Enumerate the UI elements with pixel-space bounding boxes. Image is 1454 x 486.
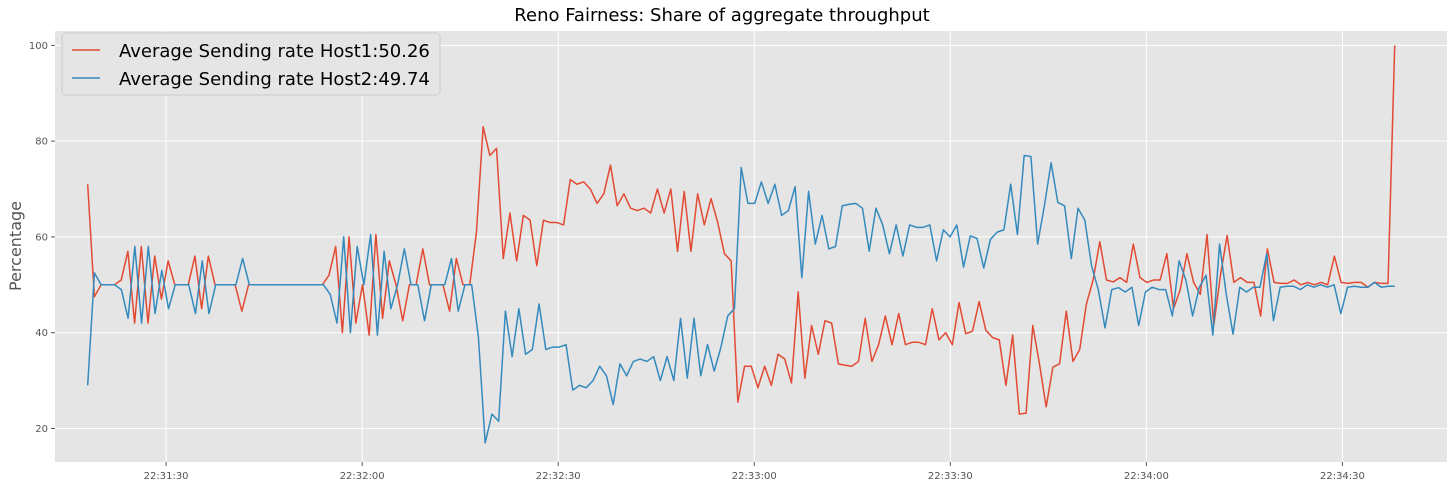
plot-area [55, 31, 1447, 462]
series-lines [86, 45, 1396, 444]
y-axis-label: Percentage [6, 201, 25, 291]
x-tick-label: 22:31:30 [144, 471, 189, 482]
y-tick-label: 80 [35, 137, 48, 148]
legend-box [61, 32, 441, 96]
y-tick-label: 40 [35, 328, 48, 339]
x-tick-label: 22:33:00 [732, 471, 777, 482]
x-tick-label: 22:33:30 [928, 471, 973, 482]
y-axis-ticks: 20 40 60 80 100 [29, 41, 55, 435]
x-tick-label: 22:34:00 [1124, 471, 1169, 482]
y-tick-label: 20 [35, 424, 48, 435]
y-tick-label: 60 [35, 232, 48, 243]
x-axis-ticks: 22:31:30 22:32:00 22:32:30 22:33:00 22:33:30… [144, 462, 1365, 482]
legend: Average Sending rate Host1:50.26 Average… [61, 32, 441, 96]
y-tick-label: 100 [29, 41, 48, 52]
legend-label-host2: Average Sending rate Host2:49.74 [119, 69, 430, 90]
grid [55, 31, 1447, 462]
chart-title: Reno Fairness: Share of aggregate throug… [514, 5, 929, 26]
legend-label-host1: Average Sending rate Host1:50.26 [119, 41, 430, 62]
x-tick-label: 22:32:00 [340, 471, 385, 482]
x-tick-label: 22:32:30 [536, 471, 581, 482]
x-tick-label: 22:34:30 [1320, 471, 1365, 482]
series-line-host2 [86, 154, 1395, 444]
